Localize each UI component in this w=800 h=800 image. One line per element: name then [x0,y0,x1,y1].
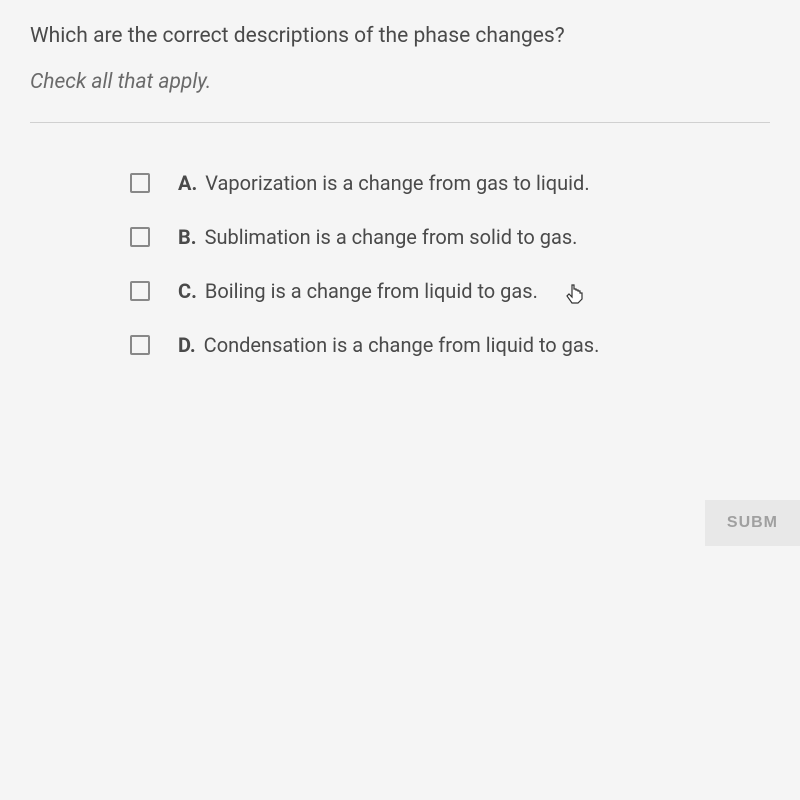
submit-button[interactable]: SUBM [705,500,800,546]
option-c-text: Boiling is a change from liquid to gas. [205,279,538,303]
option-c: C. Boiling is a change from liquid to gas… [130,279,770,303]
option-d-letter: D. [178,333,196,357]
option-b-letter: B. [178,225,197,249]
option-d-label: D. Condensation is a change from liquid t… [178,333,599,357]
option-b-text: Sublimation is a change from solid to ga… [205,225,578,249]
option-a: A. Vaporization is a change from gas to l… [130,171,770,195]
option-b-label: B. Sublimation is a change from solid to … [178,225,577,249]
checkbox-b[interactable] [130,227,150,247]
option-a-text: Vaporization is a change from gas to liq… [205,171,589,195]
question-text: Which are the correct descriptions of th… [30,24,770,48]
option-b: B. Sublimation is a change from solid to … [130,225,770,249]
option-a-label: A. Vaporization is a change from gas to l… [178,171,590,195]
options-list: A. Vaporization is a change from gas to l… [30,171,770,357]
instruction-text: Check all that apply. [30,70,770,94]
option-a-letter: A. [178,171,197,195]
option-c-label: C. Boiling is a change from liquid to gas… [178,279,538,303]
checkbox-a[interactable] [130,173,150,193]
option-d: D. Condensation is a change from liquid t… [130,333,770,357]
divider [30,122,770,123]
checkbox-d[interactable] [130,335,150,355]
checkbox-c[interactable] [130,281,150,301]
option-c-letter: C. [178,279,197,303]
option-d-text: Condensation is a change from liquid to … [204,333,600,357]
